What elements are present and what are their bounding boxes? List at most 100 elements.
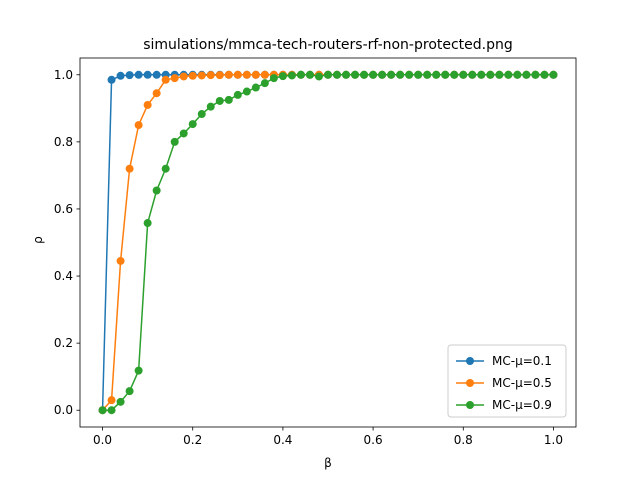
series-3-point: [396, 70, 405, 79]
series-3-point: [197, 110, 206, 119]
series-2-point: [260, 70, 269, 79]
series-3-point: [107, 406, 116, 415]
series-2-point: [251, 70, 260, 79]
legend-swatch-marker: [466, 401, 474, 409]
legend-label: MC-μ=0.9: [492, 398, 552, 412]
axes: 0.0 0.2 0.4 0.6 0.8 1.0 0.0 0.2 0.4 0.6 0.8 1.0: [54, 57, 577, 447]
series-2-point: [107, 396, 116, 405]
series-1-point: [125, 71, 134, 80]
series-3-point: [504, 70, 513, 79]
y-tick-label: 0.2: [54, 336, 73, 350]
series-3-point: [134, 366, 143, 375]
legend-box: [447, 344, 567, 418]
series-2-point: [179, 72, 188, 81]
series-3-point: [441, 70, 450, 79]
x-tick-label: 0.2: [183, 433, 202, 447]
legend: MC-μ=0.1 MC-μ=0.5 MC-μ=0.9: [447, 344, 567, 418]
y-axis-label: ρ: [31, 236, 45, 244]
legend-item-1: MC-μ=0.1: [456, 354, 552, 368]
series-3-point: [206, 102, 215, 111]
series-3-point: [360, 70, 369, 79]
series-3-point: [143, 219, 152, 228]
series-3-point: [324, 70, 332, 79]
series-3-point: [405, 70, 414, 79]
series-3-point: [342, 70, 351, 79]
legend-label: MC-μ=0.5: [492, 376, 552, 390]
x-tick-label: 0.6: [364, 433, 383, 447]
series-2-point: [143, 100, 152, 109]
series-3-point: [98, 406, 107, 415]
chart-title: simulations/mmca-tech-routers-rf-non-pro…: [143, 37, 513, 53]
series-2-point: [233, 70, 242, 79]
y-tick-label: 1.0: [54, 68, 73, 82]
series-3-point: [531, 70, 540, 79]
legend-label: MC-μ=0.1: [492, 354, 552, 368]
series-3-point: [468, 70, 477, 79]
series-1-point: [134, 70, 143, 79]
series-2-point: [170, 74, 179, 83]
series-3-point: [333, 70, 342, 79]
series-2-point: [161, 75, 170, 84]
series-3-point: [251, 83, 260, 92]
y-tick-label: 0.4: [54, 269, 73, 283]
series-2-point: [224, 70, 233, 79]
series-2-point: [152, 89, 161, 98]
series-3-point: [314, 72, 323, 81]
series-2-point: [134, 121, 143, 130]
y-tick-label: 0.0: [54, 403, 73, 417]
series-3-point: [188, 120, 197, 129]
series-3: [98, 70, 558, 415]
series-3-point: [152, 186, 161, 195]
x-tick-label: 0.4: [273, 433, 292, 447]
x-axis-label: β: [324, 456, 332, 470]
series-3-point: [233, 90, 242, 99]
series-3-point: [215, 96, 224, 105]
series-3-point: [495, 70, 504, 79]
series-3-point: [423, 70, 432, 79]
series-3-point: [513, 70, 522, 79]
legend-item-3: MC-μ=0.9: [456, 398, 552, 412]
series-3-point: [549, 70, 558, 79]
series-3-point: [486, 70, 495, 79]
series-1-point: [116, 71, 125, 80]
series-3-point: [161, 164, 170, 173]
series-3-point: [260, 79, 269, 88]
x-tick-label: 0.8: [454, 433, 473, 447]
series-1-point: [152, 70, 161, 79]
series-3-point: [179, 129, 188, 138]
series-3-point: [450, 70, 459, 79]
series-3-point: [459, 70, 468, 79]
series-2-point: [125, 164, 134, 173]
series-1-point: [107, 75, 116, 84]
y-tick-label: 0.6: [54, 202, 73, 216]
series-2-point: [116, 256, 125, 265]
x-tick-label: 1.0: [544, 433, 563, 447]
series-2-point: [197, 71, 206, 80]
series-3-point: [269, 74, 278, 83]
series-1-point: [143, 70, 152, 79]
series-3-point: [522, 70, 531, 79]
series-2-point: [242, 70, 251, 79]
series-3-point: [378, 70, 387, 79]
legend-swatch-marker: [466, 357, 474, 365]
y-tick-label: 0.8: [54, 135, 73, 149]
series-3-point: [305, 70, 314, 79]
x-tick-label: 0.0: [93, 433, 112, 447]
series-3-point: [369, 70, 378, 79]
series-3-point: [351, 70, 360, 79]
plot-area: [98, 70, 558, 415]
series-3-point: [125, 387, 134, 396]
axes-frame: [79, 57, 577, 428]
series-2-point: [188, 71, 197, 80]
series-3-point: [170, 137, 179, 146]
series-3-point: [287, 71, 296, 80]
series-3-point: [540, 70, 549, 79]
series-2-point: [206, 71, 215, 80]
legend-item-2: MC-μ=0.5: [456, 376, 552, 390]
series-3-point: [242, 87, 251, 96]
legend-swatch-marker: [466, 379, 474, 387]
series-3-point: [414, 70, 423, 79]
series-3-point: [296, 70, 305, 79]
series-3-point: [477, 70, 486, 79]
